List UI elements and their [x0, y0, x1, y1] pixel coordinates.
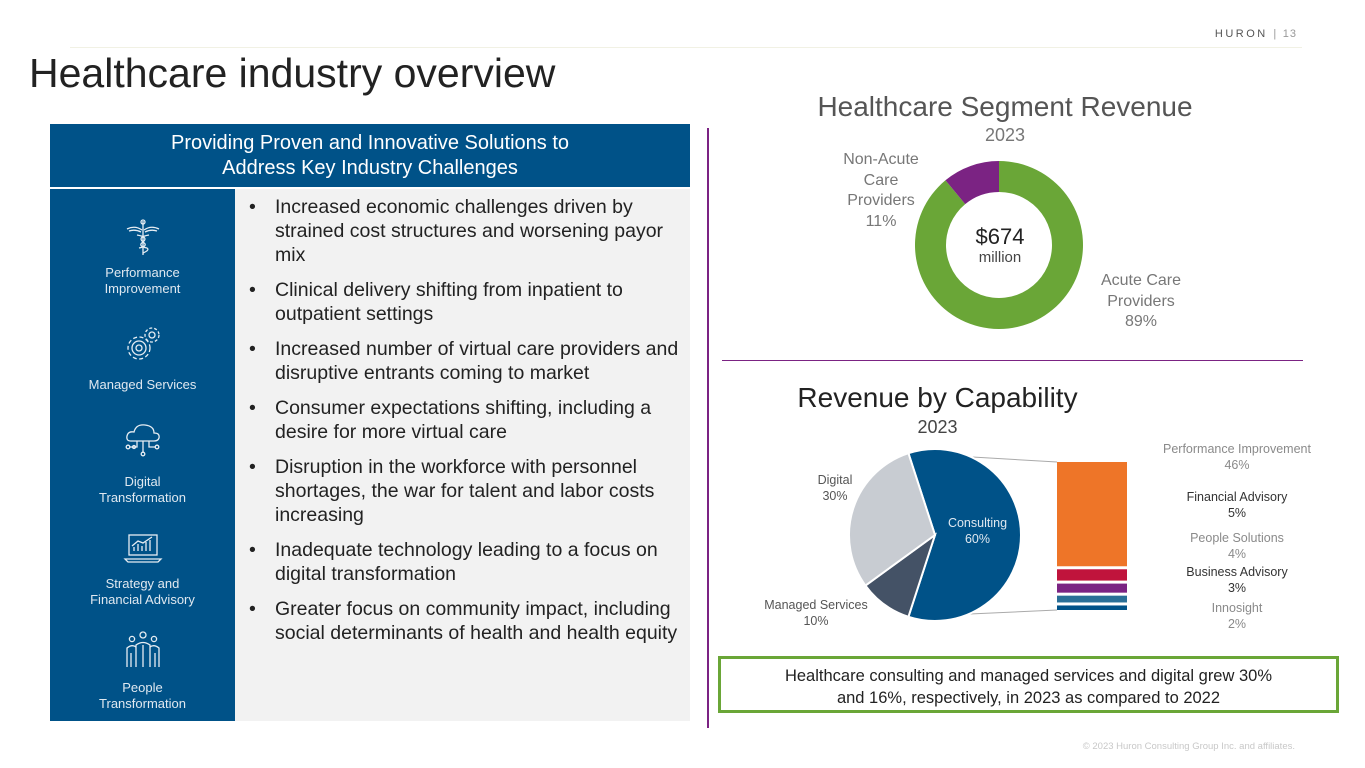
sidebar-label-line1: Managed Services [88, 377, 197, 392]
sidebar-item-people-transformation: People Transformation [50, 680, 235, 712]
data-label-name: Digital [817, 473, 853, 487]
sidebar-label-line2: Financial Advisory [90, 592, 195, 607]
donut-center-unit: million [978, 249, 1022, 266]
data-label-pct: 60% [964, 532, 991, 546]
donut-slice-non-acute-care [945, 161, 999, 205]
page-title: Healthcare industry overview [29, 50, 556, 96]
capability-chart-title: Revenue by Capability [797, 382, 1078, 413]
data-label-name: Innosight [1211, 601, 1263, 615]
people-icon [126, 631, 160, 667]
data-label-name: Financial Advisory [1186, 490, 1288, 504]
data-label-pct: 10% [803, 614, 829, 628]
list-item: Clinical delivery shifting from inpatien… [249, 278, 679, 326]
list-item: Disruption in the workforce with personn… [249, 455, 679, 527]
cloud-network-icon [125, 424, 160, 457]
data-label-line: Providers [847, 192, 915, 209]
sidebar-item-digital-transformation: Digital Transformation [50, 474, 235, 506]
list-item: Inadequate technology leading to a focus… [249, 538, 679, 586]
list-item: Increased number of virtual care provide… [249, 337, 679, 385]
sidebar-label-line1: Digital [124, 474, 161, 489]
segment-chart-subtitle: 2023 [984, 125, 1026, 145]
list-item: Consumer expectations shifting, includin… [249, 396, 679, 444]
bar-segment-financial-advisory [1057, 569, 1127, 581]
donut-slice-acute-care [915, 161, 1083, 329]
data-label-line: Care [863, 171, 899, 189]
segment-chart-title: Healthcare Segment Revenue [817, 91, 1193, 122]
pie-slice-digital [848, 451, 937, 587]
data-label-name: Managed Services [764, 598, 868, 612]
sidebar-item-managed-services: Managed Services [50, 377, 235, 393]
panel-heading-line2: Address Key Industry Challenges [222, 157, 518, 179]
data-label-pct: 3% [1227, 581, 1247, 595]
sidebar-label-line1: Performance [105, 265, 180, 280]
donut-label-acute: Acute Care Providers 89% [1082, 271, 1200, 333]
list-item: Increased economic challenges driven by … [249, 195, 679, 267]
data-label-name: Business Advisory [1186, 565, 1288, 579]
bar-label-performance-improvement: Performance Improvement 46% [1140, 441, 1334, 473]
segment-donut-chart [915, 161, 1083, 329]
sidebar-label-line2: Improvement [104, 281, 181, 296]
copyright-notice: © 2023 Huron Consulting Group Inc. and a… [1082, 741, 1295, 752]
caduceus-icon [126, 219, 160, 255]
bar-label-innosight: Innosight 2% [1140, 600, 1334, 632]
data-label-pct: 4% [1227, 547, 1247, 561]
bar-label-people-solutions: People Solutions 4% [1140, 530, 1334, 562]
horizontal-divider [722, 360, 1303, 361]
capability-chart-subtitle: 2023 [917, 417, 958, 437]
data-label-line: Acute Care [1100, 272, 1182, 289]
pie-label-managed-services: Managed Services 10% [745, 597, 887, 629]
donut-label-non-acute: Non-Acute Care Providers 11% [822, 150, 940, 232]
data-label-name: People Solutions [1190, 531, 1284, 545]
bar-segment-innosight [1057, 605, 1127, 610]
callout-line1: Healthcare consulting and managed servic… [784, 667, 1273, 685]
sidebar-item-performance-improvement: Performance Improvement [50, 265, 235, 297]
laptop-chart-icon [123, 534, 163, 563]
data-label-pct: 2% [1227, 617, 1247, 631]
sidebar-label-line1: People [122, 680, 163, 695]
sidebar-item-strategy-financial-advisory: Strategy and Financial Advisory [50, 576, 235, 608]
capability-pie-chart [848, 448, 1127, 622]
capability-sidebar: Performance Improvement Managed Services… [50, 189, 235, 721]
top-divider [70, 47, 1302, 48]
vertical-divider [707, 128, 709, 728]
list-item: Greater focus on community impact, inclu… [249, 597, 679, 645]
data-label-pct: 46% [1224, 458, 1250, 472]
pie-label-consulting: Consulting 60% [930, 515, 1025, 547]
data-label-name: Consulting [947, 516, 1008, 530]
data-label-pct: 5% [1227, 506, 1247, 520]
panel-heading-line1: Providing Proven and Innovative Solution… [170, 132, 570, 154]
bar-label-business-advisory: Business Advisory 3% [1140, 564, 1334, 596]
bar-segment-business-advisory [1057, 595, 1127, 603]
brand-separator: | [1273, 28, 1278, 40]
sidebar-label-line1: Strategy and [105, 576, 180, 591]
donut-center-value: $674 [975, 224, 1025, 249]
challenges-list: Increased economic challenges driven by … [249, 195, 679, 656]
bar-segment-performance-improvement [1057, 462, 1127, 567]
bar-segment-people-solutions [1057, 583, 1127, 593]
sidebar-label-line2: Transformation [99, 696, 186, 711]
data-label-pct: 89% [1124, 313, 1158, 330]
data-label-line: Non-Acute [843, 151, 919, 168]
data-label-pct: 11% [865, 212, 897, 230]
brand-header: HURON | 13 [1215, 28, 1297, 40]
data-label-pct: 30% [822, 489, 848, 503]
data-label-name: Performance Improvement [1163, 442, 1311, 456]
pie-slice-consulting [907, 448, 1022, 622]
bar-label-financial-advisory: Financial Advisory 5% [1140, 489, 1334, 521]
pie-label-digital: Digital 30% [790, 472, 880, 504]
callout-line2: and 16%, respectively, in 2023 as compar… [836, 689, 1221, 707]
gears-icon [127, 327, 160, 360]
growth-callout: Healthcare consulting and managed servic… [718, 656, 1339, 713]
panel-heading: Providing Proven and Innovative Solution… [50, 124, 690, 187]
brand-name: HURON [1214, 28, 1268, 40]
sidebar-label-line2: Transformation [99, 490, 186, 505]
page-number: 13 [1282, 28, 1297, 40]
data-label-line: Providers [1107, 292, 1175, 310]
